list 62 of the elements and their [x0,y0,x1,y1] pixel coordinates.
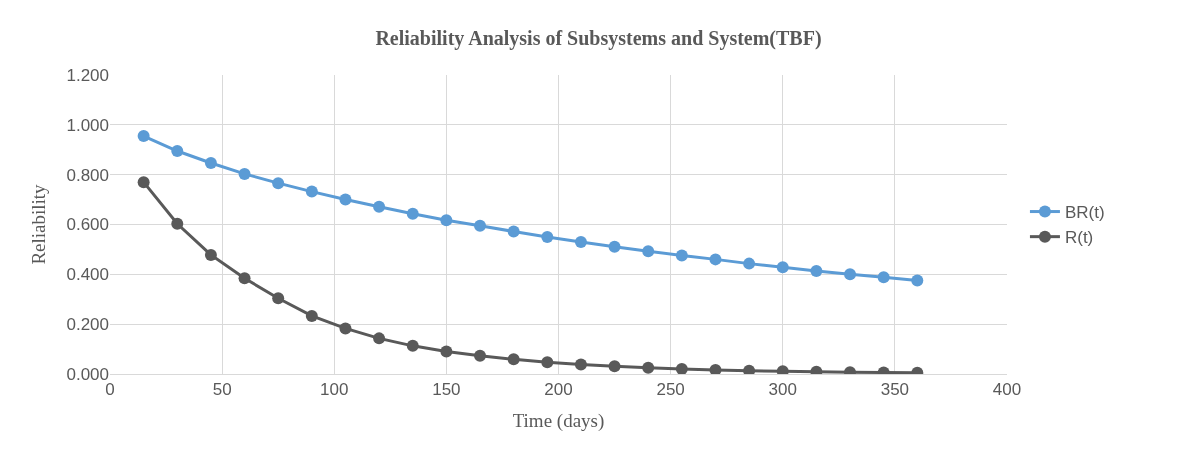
point [642,361,655,374]
point [743,364,756,374]
chart-title: Reliability Analysis of Subsystems and System(TBF) [375,27,822,51]
point [507,225,520,238]
y-tick-label: 0.600 [66,215,109,235]
point [541,230,554,243]
point [810,265,823,278]
point [272,292,285,305]
legend-label: R(t) [1064,228,1094,248]
y-tick-label: 0.800 [66,165,109,185]
point [709,253,722,266]
point [743,257,756,270]
point [137,130,150,143]
point [440,345,453,358]
point [574,235,587,248]
point [877,271,890,284]
y-tick-label: 1.200 [66,65,109,85]
x-tick-label: 350 [880,380,910,400]
point [373,200,386,213]
point [373,332,386,345]
point [675,249,688,262]
x-tick-label: 300 [768,380,797,400]
point [709,364,722,374]
point [574,358,587,371]
x-tick-label: 200 [544,380,573,400]
point [507,353,520,366]
point [406,207,419,220]
point [238,272,251,285]
point [474,349,487,362]
y-tick-label: 0.200 [66,315,109,335]
x-tick-label: 250 [656,380,685,400]
point [776,261,789,274]
point [675,363,688,374]
point [844,268,857,281]
x-tick-label: 150 [432,380,461,400]
y-tick-label: 0.400 [66,265,109,285]
point [406,339,419,352]
point [204,156,217,169]
point [608,360,621,373]
point [204,248,217,261]
x-axis-title: Time (days) [512,410,605,433]
point [272,177,285,190]
point [339,193,352,206]
x-tick-label: 100 [320,380,349,400]
point [305,185,318,198]
x-tick-label: 50 [212,380,232,400]
y-tick-label: 1.000 [66,115,109,135]
point [440,214,453,227]
point [911,274,924,287]
point [137,176,150,189]
point [171,145,184,157]
point [305,309,318,322]
point [171,217,184,230]
point [238,167,251,180]
point [339,322,352,335]
x-tick-label: 400 [992,380,1022,400]
point [474,219,487,232]
y-axis-title: Reliability [28,183,50,265]
point [608,240,621,253]
legend-label: BR(t) [1064,203,1105,223]
point [541,356,554,369]
point [642,245,655,258]
